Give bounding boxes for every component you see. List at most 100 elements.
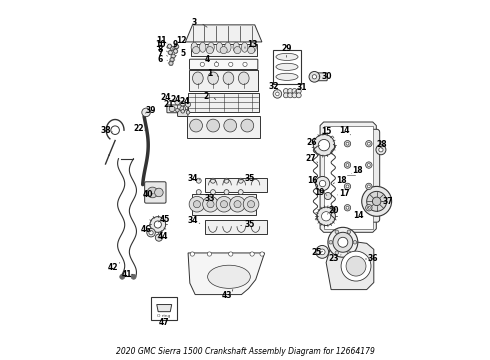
Text: 15: 15 — [321, 127, 332, 136]
Circle shape — [234, 46, 241, 54]
Circle shape — [207, 119, 220, 132]
Text: 35: 35 — [244, 174, 254, 183]
Text: 46: 46 — [141, 225, 151, 234]
Circle shape — [312, 75, 317, 79]
Circle shape — [150, 217, 166, 232]
Ellipse shape — [199, 42, 206, 52]
Text: 36: 36 — [368, 254, 378, 263]
Circle shape — [321, 212, 331, 221]
Text: 42: 42 — [108, 263, 119, 272]
Bar — [205, 177, 267, 192]
Polygon shape — [320, 122, 376, 232]
Circle shape — [147, 228, 155, 237]
Circle shape — [196, 178, 201, 183]
Circle shape — [344, 204, 351, 211]
FancyBboxPatch shape — [337, 129, 380, 222]
Polygon shape — [157, 305, 172, 312]
Circle shape — [200, 62, 204, 67]
Ellipse shape — [239, 72, 249, 85]
Circle shape — [346, 185, 349, 188]
Bar — [205, 220, 267, 234]
FancyBboxPatch shape — [273, 50, 301, 84]
Ellipse shape — [223, 72, 234, 85]
Text: 31: 31 — [296, 83, 307, 92]
Polygon shape — [326, 240, 374, 289]
Circle shape — [229, 62, 233, 67]
Circle shape — [169, 61, 173, 66]
Circle shape — [149, 230, 153, 235]
Circle shape — [241, 119, 254, 132]
Circle shape — [318, 139, 330, 151]
Circle shape — [207, 252, 212, 256]
Circle shape — [319, 180, 326, 187]
Circle shape — [190, 252, 195, 256]
Circle shape — [296, 93, 301, 98]
Polygon shape — [185, 25, 262, 42]
Circle shape — [169, 106, 175, 112]
Text: 2020 GMC Sierra 1500 Crankshaft Assembly Diagram for 12664179: 2020 GMC Sierra 1500 Crankshaft Assembly… — [116, 347, 374, 356]
Circle shape — [362, 186, 392, 216]
Text: 44: 44 — [158, 232, 169, 241]
Circle shape — [203, 196, 219, 212]
Circle shape — [206, 46, 214, 54]
Text: 33: 33 — [204, 194, 215, 203]
Bar — [191, 44, 257, 57]
Ellipse shape — [208, 42, 214, 52]
Circle shape — [346, 142, 349, 145]
Text: 26: 26 — [306, 138, 317, 147]
Text: 38: 38 — [100, 126, 111, 135]
FancyBboxPatch shape — [344, 163, 358, 186]
Text: 37: 37 — [382, 197, 392, 206]
Ellipse shape — [208, 72, 219, 85]
Circle shape — [346, 256, 366, 276]
Text: 28: 28 — [376, 140, 387, 149]
Circle shape — [275, 92, 279, 96]
Circle shape — [224, 190, 229, 195]
Ellipse shape — [250, 42, 256, 52]
Circle shape — [189, 196, 205, 212]
Text: 19: 19 — [315, 188, 325, 197]
Circle shape — [309, 72, 319, 82]
Bar — [192, 194, 256, 215]
Circle shape — [215, 62, 219, 67]
Circle shape — [292, 89, 297, 94]
Text: 7: 7 — [158, 49, 163, 58]
Text: 24: 24 — [161, 93, 171, 102]
Circle shape — [196, 190, 201, 195]
Circle shape — [368, 164, 370, 166]
Ellipse shape — [193, 72, 203, 85]
Ellipse shape — [233, 42, 240, 52]
Circle shape — [328, 227, 358, 257]
Text: 21: 21 — [163, 100, 174, 109]
Bar — [188, 93, 259, 112]
Ellipse shape — [242, 42, 248, 52]
Circle shape — [366, 183, 372, 190]
Circle shape — [344, 162, 351, 168]
Text: 2: 2 — [203, 91, 208, 100]
Circle shape — [367, 192, 387, 211]
Circle shape — [211, 190, 216, 195]
Circle shape — [313, 134, 335, 156]
Circle shape — [379, 148, 383, 152]
Text: 18: 18 — [336, 176, 346, 185]
Text: 34: 34 — [187, 174, 197, 183]
Circle shape — [147, 187, 158, 198]
Circle shape — [170, 58, 174, 62]
Circle shape — [338, 237, 348, 247]
FancyBboxPatch shape — [190, 59, 258, 69]
Circle shape — [283, 93, 289, 98]
Circle shape — [111, 126, 120, 134]
Circle shape — [180, 101, 185, 106]
Circle shape — [194, 201, 200, 208]
Circle shape — [317, 207, 335, 226]
Circle shape — [319, 249, 325, 255]
Circle shape — [155, 234, 163, 241]
Circle shape — [316, 176, 330, 191]
Circle shape — [288, 89, 293, 94]
Circle shape — [368, 206, 370, 209]
Circle shape — [180, 106, 186, 112]
Circle shape — [234, 201, 241, 208]
Text: 29: 29 — [281, 44, 292, 53]
Text: 30: 30 — [321, 72, 332, 81]
Circle shape — [220, 201, 227, 208]
